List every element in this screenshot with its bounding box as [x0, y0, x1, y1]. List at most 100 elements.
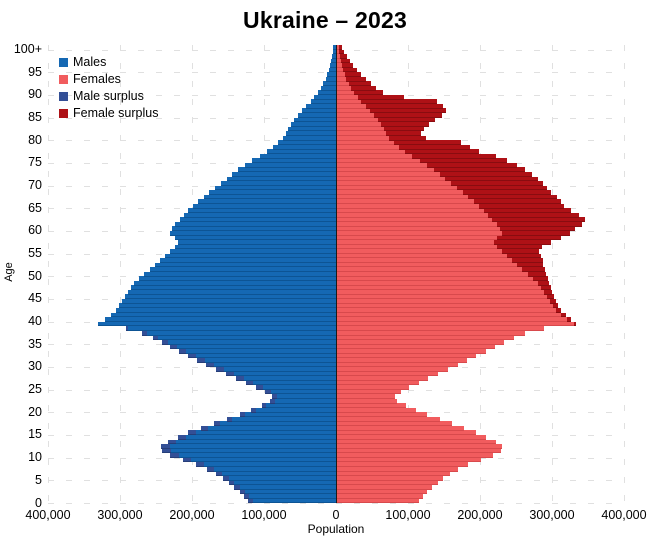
bar-male-age-4	[234, 480, 336, 486]
bar-female-surplus-age-48	[537, 280, 550, 286]
bar-male-age-82	[288, 126, 336, 132]
bar-male-age-31	[204, 357, 336, 363]
bar-female-surplus-age-74	[427, 162, 517, 168]
bar-female-age-53	[336, 258, 512, 263]
bar-female-age-14	[336, 434, 487, 440]
bar-male-surplus-age-37	[142, 330, 147, 336]
bar-female-age-79	[336, 140, 394, 146]
bar-female-age-41	[336, 312, 561, 318]
bar-female-age-30	[336, 362, 458, 368]
y-tick-30: 30	[28, 359, 42, 374]
bar-female-surplus-age-80	[389, 135, 426, 141]
bar-male-age-2	[244, 489, 336, 495]
y-tick-90: 90	[28, 87, 42, 102]
x-tick-3-100000: 100,000	[241, 508, 287, 522]
bar-male-age-57	[177, 239, 336, 245]
y-tick-60: 60	[28, 223, 42, 238]
bar-female-age-69	[336, 185, 457, 191]
bar-female-age-84	[336, 117, 378, 123]
x-tick-2-200000: 200,000	[169, 508, 215, 522]
y-tick-10: 10	[28, 450, 42, 465]
bar-male-age-13	[176, 439, 336, 445]
bar-female-age-63	[336, 212, 488, 218]
bar-female-surplus-age-70	[451, 181, 543, 186]
bar-female-age-17	[336, 421, 452, 427]
bar-female-age-75	[336, 158, 420, 164]
x-tick-0-400000: 400,000	[25, 508, 71, 522]
bar-female-surplus-age-65	[478, 203, 565, 209]
bar-female-age-20	[336, 407, 416, 413]
bar-male-surplus-age-11	[161, 448, 172, 454]
bar-male-surplus-age-28	[225, 371, 234, 377]
bar-female-surplus-age-87	[365, 103, 444, 109]
bar-female-age-27	[336, 376, 429, 381]
bar-male-age-70	[220, 181, 336, 186]
bar-male-age-91	[320, 85, 336, 91]
bar-male-age-35	[167, 339, 336, 345]
bar-male-age-92	[323, 81, 336, 87]
bar-male-surplus-age-31	[197, 357, 205, 363]
x-tick-6-200000: 200,000	[457, 508, 503, 522]
bar-male-age-49	[138, 276, 336, 282]
bar-female-age-33	[336, 348, 486, 354]
bar-female-age-40	[336, 317, 568, 322]
bar-male-age-36	[158, 335, 336, 341]
bar-male-age-11	[171, 448, 336, 454]
legend: Males Females Male surplus Female surplus	[59, 54, 158, 122]
bar-male-age-80	[282, 135, 336, 141]
legend-swatch-icon	[59, 58, 68, 67]
bar-female-age-29	[336, 366, 449, 372]
bar-female-age-88	[336, 99, 362, 105]
legend-swatch-icon	[59, 92, 68, 101]
bar-female-age-45	[336, 294, 547, 300]
bar-female-surplus-age-45	[546, 294, 555, 300]
legend-item-males: Males	[59, 54, 158, 71]
bar-female-age-44	[336, 298, 550, 304]
y-tick-70: 70	[28, 178, 42, 193]
bar-male-age-5	[228, 475, 336, 481]
bar-female-surplus-age-89	[357, 94, 405, 100]
y-tick-75: 75	[28, 155, 42, 170]
bar-male-age-94	[327, 72, 336, 78]
bar-male-age-54	[165, 253, 336, 259]
bar-female-age-64	[336, 208, 484, 214]
bar-male-age-22	[274, 398, 336, 404]
bar-male-surplus-age-9	[183, 457, 192, 463]
bar-male-age-51	[149, 267, 336, 273]
center-axis-line	[336, 45, 337, 503]
bar-male-age-68	[209, 190, 336, 195]
bar-female-age-80	[336, 135, 390, 141]
bar-male-age-29	[223, 366, 336, 372]
bar-male-age-46	[127, 289, 336, 295]
y-tick-80: 80	[28, 132, 42, 147]
bar-male-surplus-age-32	[187, 353, 196, 359]
bar-female-age-72	[336, 171, 440, 177]
bar-female-age-89	[336, 94, 358, 100]
bar-female-age-65	[336, 203, 479, 209]
bar-female-surplus-age-47	[541, 285, 551, 291]
bar-female-age-74	[336, 162, 428, 168]
y-tick-15: 15	[28, 427, 42, 442]
bar-female-age-34	[336, 344, 496, 350]
bar-female-age-25	[336, 385, 410, 390]
bar-male-age-60	[171, 226, 336, 232]
bar-male-age-37	[146, 330, 336, 336]
bar-female-age-94	[336, 72, 345, 78]
bar-male-age-45	[125, 294, 336, 300]
bar-male-surplus-age-8	[196, 462, 204, 468]
bar-male-age-64	[188, 208, 336, 214]
bar-female-age-6	[336, 471, 450, 477]
bar-male-surplus-age-1	[243, 493, 249, 499]
bar-male-surplus-age-33	[179, 348, 187, 354]
bar-female-age-77	[336, 149, 406, 155]
bar-male-age-43	[119, 303, 336, 309]
bar-female-age-43	[336, 303, 553, 309]
bar-female-surplus-age-58	[497, 235, 562, 241]
y-tick-0: 0	[35, 495, 42, 510]
bar-male-age-78	[273, 144, 336, 150]
chart-title: Ukraine – 2023	[243, 7, 407, 33]
bar-female-surplus-age-81	[386, 131, 421, 136]
bar-male-age-77	[266, 149, 336, 155]
bar-female-surplus-age-50	[528, 271, 547, 277]
bar-female-age-71	[336, 176, 446, 182]
